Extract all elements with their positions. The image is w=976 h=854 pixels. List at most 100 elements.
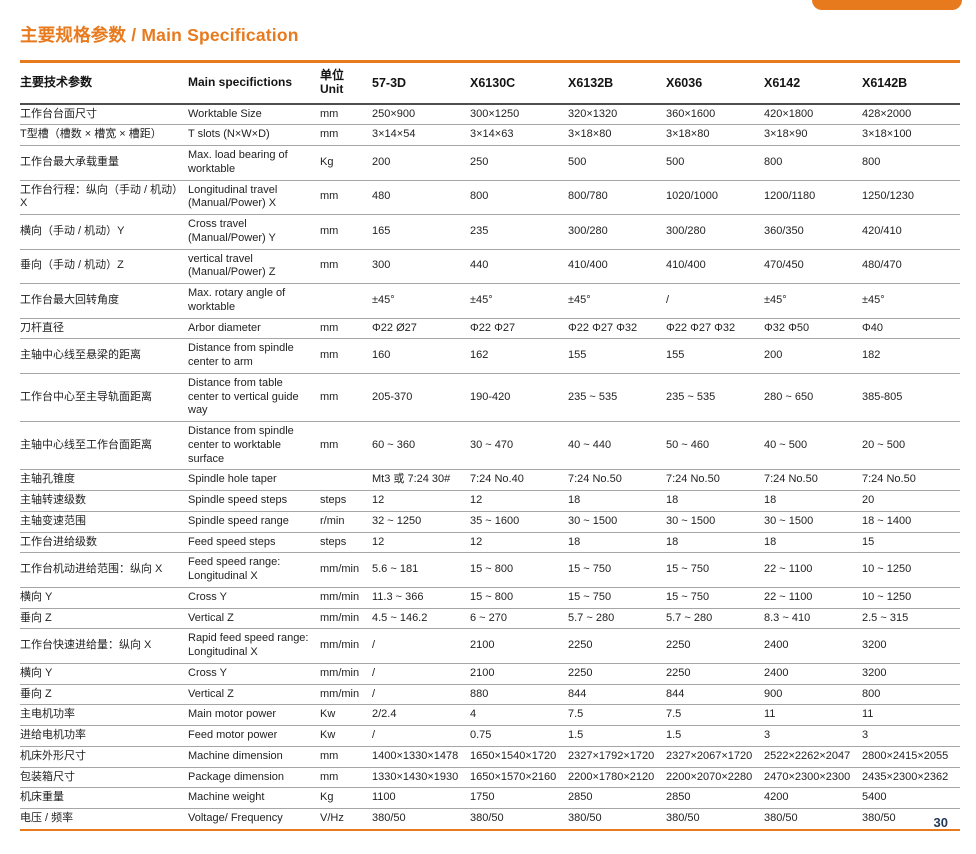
table-row: 包装箱尺寸 Package dimension mm 1330×1430×1930 16… — [20, 767, 960, 789]
spec-value: 2522×2262×2047 — [764, 746, 862, 768]
spec-value: 880 — [470, 684, 568, 706]
spec-table: 主要技术参数 Main specifictions 单位 Unit 57-3D X… — [20, 60, 960, 831]
spec-value: 2200×1780×2120 — [568, 767, 666, 789]
spec-name-zh: 工作台最大回转角度 — [20, 283, 188, 319]
table-row: 主轴转速级数 Spindle speed steps steps 12 12 18 18 18… — [20, 490, 960, 512]
spec-name-zh: 主轴孔锥度 — [20, 469, 188, 492]
header-model-X6142: X6142 — [764, 61, 862, 105]
spec-value: 2327×2067×1720 — [666, 746, 764, 768]
spec-unit — [320, 469, 372, 492]
page-title-en: Main Specification — [141, 25, 299, 45]
spec-value: 250 — [470, 145, 568, 181]
spec-value: 15 — [862, 532, 960, 554]
spec-name-zh: 垂向 Z — [20, 684, 188, 706]
spec-value: 1100 — [372, 787, 470, 810]
spec-value: 155 — [666, 338, 764, 374]
spec-value: 15 ~ 750 — [568, 552, 666, 588]
spec-name-zh: 主电机功率 — [20, 704, 188, 727]
spec-value: 2250 — [666, 628, 764, 664]
spec-value: 50 ~ 460 — [666, 421, 764, 471]
spec-value: 160 — [372, 338, 470, 374]
spec-value: 2470×2300×2300 — [764, 767, 862, 789]
spec-unit: mm/min — [320, 684, 372, 706]
spec-name-en: Voltage/ Frequency — [188, 812, 283, 825]
spec-name-zh: 电压 / 频率 — [20, 812, 74, 825]
spec-value: 7:24 No.40 — [470, 469, 568, 492]
spec-value: 18 — [764, 490, 862, 512]
spec-value: 18 — [666, 532, 764, 554]
spec-value: 2100 — [470, 628, 568, 664]
table-row: 工作台快速进给量：纵向 X Rapid feed speed range: Lon… — [20, 628, 960, 664]
spec-name-en: Cross Y — [188, 587, 320, 609]
spec-value: 3200 — [862, 663, 960, 685]
spec-value: 12 — [372, 490, 470, 512]
spec-value: 800 — [470, 180, 568, 216]
spec-name-en: Spindle hole taper — [188, 469, 320, 492]
page-title-zh: 主要规格参数 — [20, 25, 127, 45]
spec-value: / — [372, 725, 470, 747]
spec-name-en: Feed motor power — [188, 725, 320, 747]
spec-value: 7:24 No.50 — [862, 469, 960, 492]
table-row: 工作台中心至主导轨面距离 Distance from table center t… — [20, 373, 960, 423]
spec-name-en: Longitudinal travel (Manual/Power) X — [188, 180, 320, 216]
spec-value: 15 ~ 800 — [470, 552, 568, 588]
spec-value: ±45° — [568, 283, 666, 319]
spec-name-en: Machine weight — [188, 787, 320, 810]
spec-value: 3×18×100 — [862, 124, 960, 147]
spec-value: 12 — [372, 532, 470, 554]
spec-value: 300 — [372, 249, 470, 285]
spec-unit: mm/min — [320, 587, 372, 609]
spec-name-zh: T型槽（槽数 × 槽宽 × 槽距） — [20, 124, 188, 147]
spec-value: 440 — [470, 249, 568, 285]
spec-value: 5400 — [862, 787, 960, 810]
spec-unit: mm/min — [320, 552, 372, 588]
spec-value: 40 ~ 500 — [764, 421, 862, 471]
spec-value: Φ22 Φ27 Φ32 — [568, 318, 666, 340]
corner-accent-tab — [812, 0, 962, 10]
spec-value: 6 ~ 270 — [470, 608, 568, 630]
spec-value: 2850 — [666, 787, 764, 810]
page-content: 主要规格参数 / Main Specification 主要技术参数 Main … — [20, 25, 960, 831]
spec-name-zh: 工作台中心至主导轨面距离 — [20, 373, 188, 423]
spec-value: 1.5 — [666, 725, 764, 747]
spec-unit: mm — [320, 214, 372, 250]
spec-unit: Kg — [320, 787, 372, 810]
spec-value: ±45° — [764, 283, 862, 319]
spec-value: ±45° — [862, 283, 960, 319]
spec-value: 5.6 ~ 181 — [372, 552, 470, 588]
spec-value: 800 — [862, 145, 960, 181]
spec-value: 11 — [764, 704, 862, 727]
spec-value: 2250 — [568, 628, 666, 664]
spec-table-head: 主要技术参数 Main specifictions 单位 Unit 57-3D X… — [20, 61, 960, 105]
spec-unit: mm — [320, 746, 372, 768]
spec-value: 380/50 — [470, 812, 504, 825]
spec-value: 2327×1792×1720 — [568, 746, 666, 768]
spec-unit: r/min — [320, 511, 372, 533]
spec-value: 190-420 — [470, 373, 568, 423]
spec-unit: Kw — [320, 704, 372, 727]
spec-name-zh: 刀杆直径 — [20, 318, 188, 340]
table-row: 主轴中心线至悬梁的距离 Distance from spindle center … — [20, 338, 960, 374]
spec-unit: mm — [320, 103, 372, 126]
spec-value: 300/280 — [568, 214, 666, 250]
spec-value: / — [372, 628, 470, 664]
spec-value: 15 ~ 750 — [666, 587, 764, 609]
spec-value: 380/50 — [862, 812, 896, 825]
spec-value: 3×14×63 — [470, 124, 568, 147]
spec-value: 235 ~ 535 — [666, 373, 764, 423]
spec-value: 3200 — [862, 628, 960, 664]
spec-value: Φ22 Φ27 — [470, 318, 568, 340]
spec-unit: steps — [320, 532, 372, 554]
spec-value: 3×18×80 — [666, 124, 764, 147]
spec-value: 7.5 — [568, 704, 666, 727]
spec-unit: V/Hz — [320, 812, 344, 825]
spec-value: 410/400 — [666, 249, 764, 285]
spec-value: 32 ~ 1250 — [372, 511, 470, 533]
table-row: T型槽（槽数 × 槽宽 × 槽距） T slots (N×W×D) mm 3×14×5… — [20, 124, 960, 147]
page-number: 30 — [933, 815, 948, 830]
spec-value: 22 ~ 1100 — [764, 587, 862, 609]
spec-name-en: Distance from table center to vertical g… — [188, 373, 320, 423]
spec-value: / — [666, 283, 764, 319]
